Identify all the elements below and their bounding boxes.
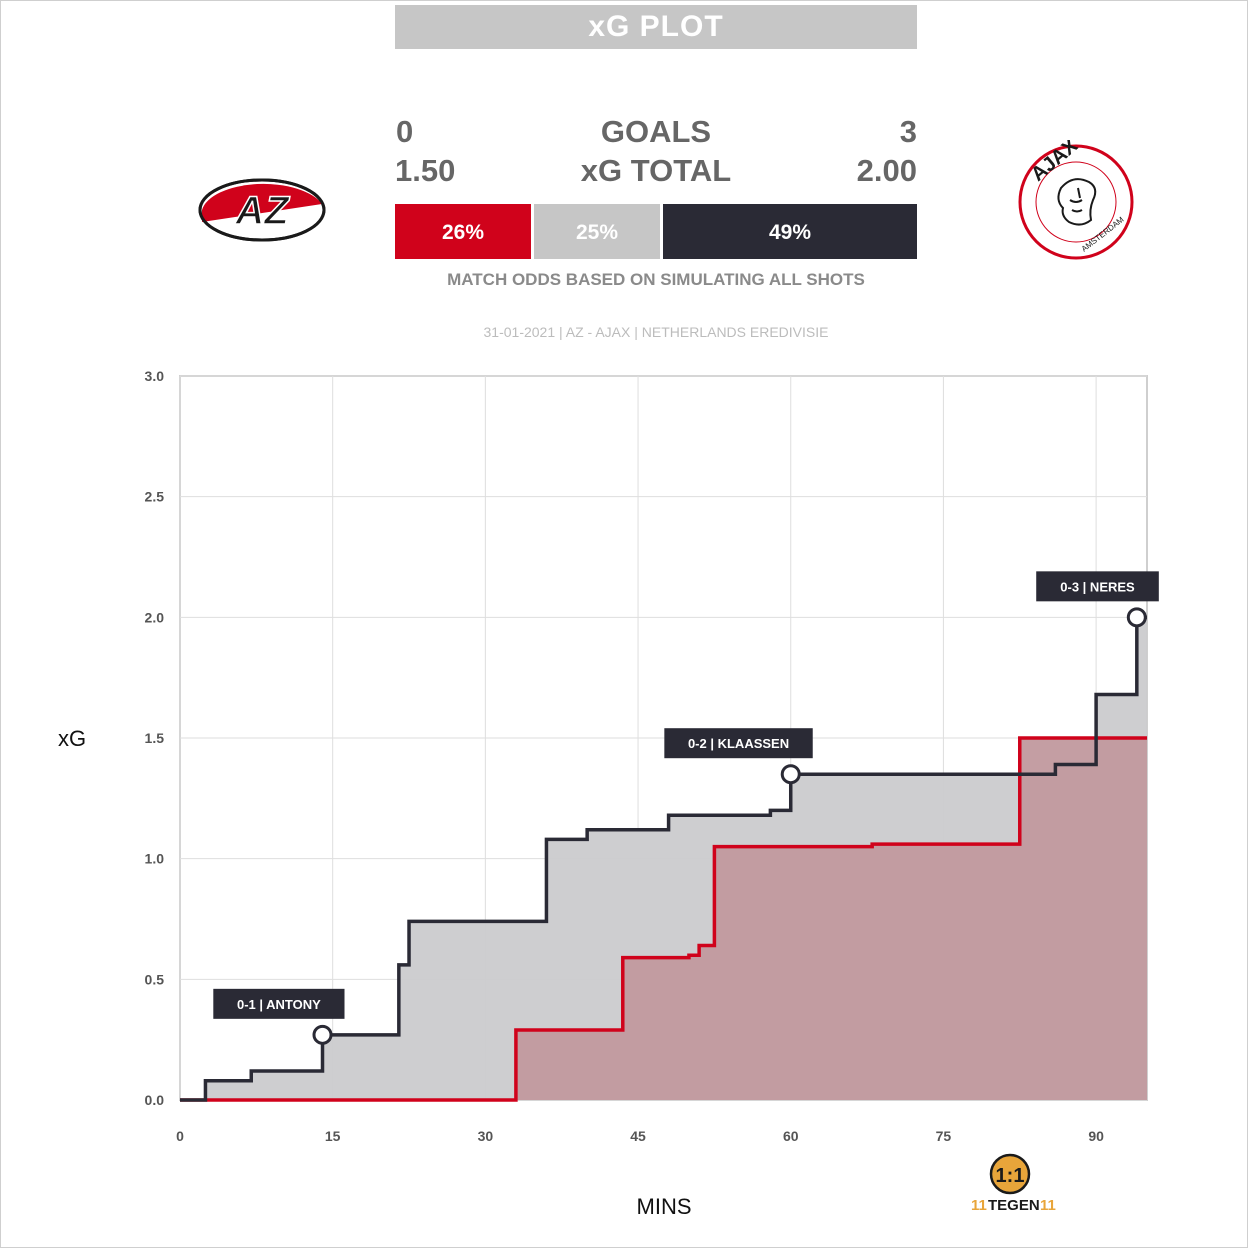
goal-label: 0-3 | NERES <box>1060 579 1135 594</box>
x-axis-title: MINS <box>636 1194 692 1219</box>
x-tick-label: 60 <box>783 1128 799 1144</box>
brand-suffix: 11 <box>1040 1197 1056 1214</box>
home-xg: 1.50 <box>395 153 456 188</box>
y-tick-label: 2.0 <box>145 609 165 625</box>
goal-label: 0-2 | KLAASSEN <box>688 736 789 751</box>
goals-label: GOALS <box>600 114 712 149</box>
odds-home-win: 26% <box>395 204 531 259</box>
series-line-az <box>180 736 1147 1102</box>
y-tick-label: 3.0 <box>145 368 165 384</box>
goal-marker <box>312 1024 333 1045</box>
goal-label: 0-1 | ANTONY <box>237 997 321 1012</box>
away-xg: 2.00 <box>856 153 917 188</box>
goal-marker <box>1126 607 1147 628</box>
az-logo: AZ <box>198 178 326 242</box>
brand-logo: 1:1 11 TEGEN 11 <box>960 1152 1060 1219</box>
odds-note: MATCH ODDS BASED ON SIMULATING ALL SHOTS <box>447 270 865 289</box>
svg-text:1:1: 1:1 <box>996 1165 1025 1187</box>
x-tick-label: 90 <box>1088 1128 1104 1144</box>
x-tick-label: 75 <box>936 1128 952 1144</box>
y-tick-label: 1.0 <box>145 851 165 867</box>
series-line-ajax <box>180 615 1147 1102</box>
goal-marker <box>780 764 801 785</box>
y-tick-label: 1.5 <box>145 730 165 746</box>
match-info: 31-01-2021 | AZ - AJAX | NETHERLANDS ERE… <box>483 324 829 340</box>
y-tick-label: 2.5 <box>145 489 165 505</box>
y-tick-label: 0.5 <box>145 971 165 987</box>
goal-label-box <box>664 728 813 759</box>
goal-label-box <box>213 988 345 1019</box>
x-tick-label: 45 <box>630 1128 646 1144</box>
y-axis-title: xG <box>58 726 87 751</box>
brand-prefix: 11 <box>971 1197 987 1214</box>
brand-name: TEGEN <box>988 1197 1040 1214</box>
xg-total-label: xG TOTAL <box>580 153 732 188</box>
x-tick-label: 30 <box>478 1128 494 1144</box>
x-tick-label: 0 <box>176 1128 184 1144</box>
ajax-logo: AJAX AMSTERDAM <box>1016 134 1136 265</box>
y-tick-label: 0.0 <box>145 1092 165 1108</box>
az-logo-text: AZ <box>234 189 290 233</box>
x-tick-label: 15 <box>325 1128 341 1144</box>
goal-label-box <box>1036 571 1159 602</box>
home-goals: 0 <box>396 114 414 149</box>
odds-draw: 25% <box>534 204 660 259</box>
series-area-az <box>180 738 1147 1100</box>
page-title: xG PLOT <box>395 5 917 49</box>
odds-away-win: 49% <box>663 204 917 259</box>
away-goals: 3 <box>899 114 917 149</box>
